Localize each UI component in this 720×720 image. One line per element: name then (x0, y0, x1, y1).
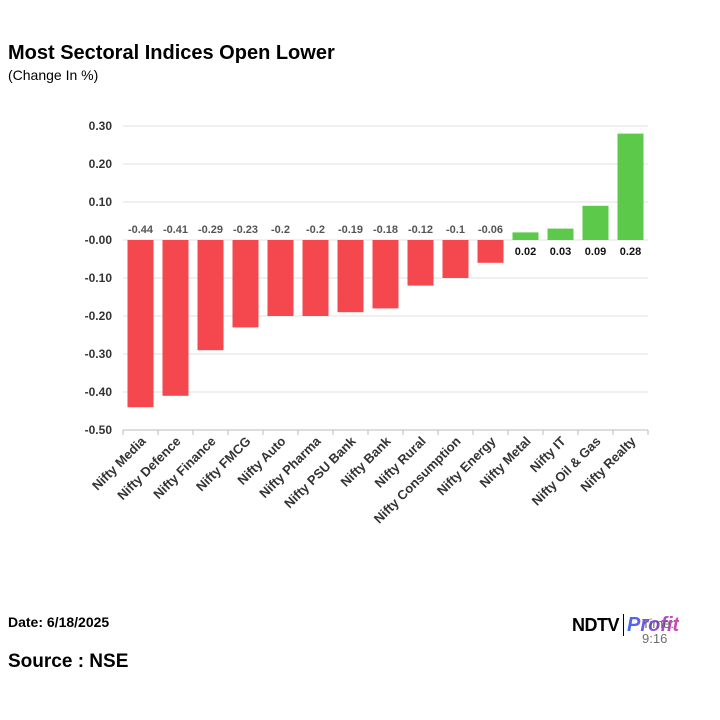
bar (617, 133, 644, 240)
value-label: -0.2 (271, 224, 290, 236)
value-label: -0.2 (306, 224, 325, 236)
bar (197, 240, 224, 351)
bar (372, 240, 399, 309)
y-tick-label: 0.10 (89, 195, 113, 209)
bar (547, 228, 574, 240)
timestamp-label: Time: 9:16 (642, 616, 675, 646)
source-label: Source : NSE (8, 651, 129, 672)
ndtv-profit-logo: NDTV Profit Time: 9:16 (572, 612, 680, 647)
value-label: -0.12 (408, 224, 433, 236)
value-label: 0.03 (550, 246, 571, 258)
value-label: -0.1 (446, 224, 465, 236)
y-tick-label: -0.30 (85, 347, 113, 361)
bar (407, 240, 434, 286)
value-label: -0.19 (338, 224, 363, 236)
value-label: -0.23 (233, 224, 258, 236)
bar (477, 240, 504, 263)
bar (162, 240, 189, 396)
x-axis (122, 429, 649, 435)
value-label: -0.29 (198, 224, 223, 236)
y-tick-label: -0.00 (85, 233, 113, 247)
y-axis-tick-labels: 0.30 0.20 0.10 -0.00 -0.10 -0.20 -0.30 -0.40 -0.… (85, 119, 113, 437)
value-labels: -0.44 -0.41 -0.29 -0.23 -0.2 -0.2 -0.19 -0.18 -0… (128, 224, 641, 258)
bar (127, 240, 154, 408)
bar (337, 240, 364, 313)
value-label: -0.18 (373, 224, 398, 236)
bar (302, 240, 329, 316)
y-tick-label: -0.40 (85, 385, 113, 399)
bar (232, 240, 259, 328)
bars (127, 133, 644, 408)
date-label: Date: 6/18/2025 (8, 614, 110, 630)
chart-title: Most Sectoral Indices Open Lower (8, 42, 335, 64)
value-label: -0.44 (128, 224, 154, 236)
logo-divider (623, 614, 624, 636)
logo-profit-text: Profit (627, 613, 680, 636)
y-tick-label: -0.20 (85, 309, 113, 323)
value-label: -0.06 (478, 224, 503, 236)
logo-ndtv-text: NDTV (572, 614, 620, 635)
value-label: 0.02 (515, 246, 536, 258)
y-tick-label: 0.20 (89, 157, 113, 171)
value-label: 0.09 (585, 246, 606, 258)
bar-chart: 0.30 0.20 0.10 -0.00 -0.10 -0.20 -0.30 -0.40 -0.… (85, 119, 649, 526)
bar (512, 232, 539, 240)
bar (267, 240, 294, 316)
bar (582, 205, 609, 240)
bar (442, 240, 469, 278)
value-label: -0.41 (163, 224, 188, 236)
y-tick-label: 0.30 (89, 119, 113, 133)
y-tick-label: -0.10 (85, 271, 113, 285)
chart-subtitle: (Change In %) (8, 67, 99, 83)
value-label: 0.28 (620, 246, 641, 258)
y-tick-label: -0.50 (85, 423, 113, 437)
